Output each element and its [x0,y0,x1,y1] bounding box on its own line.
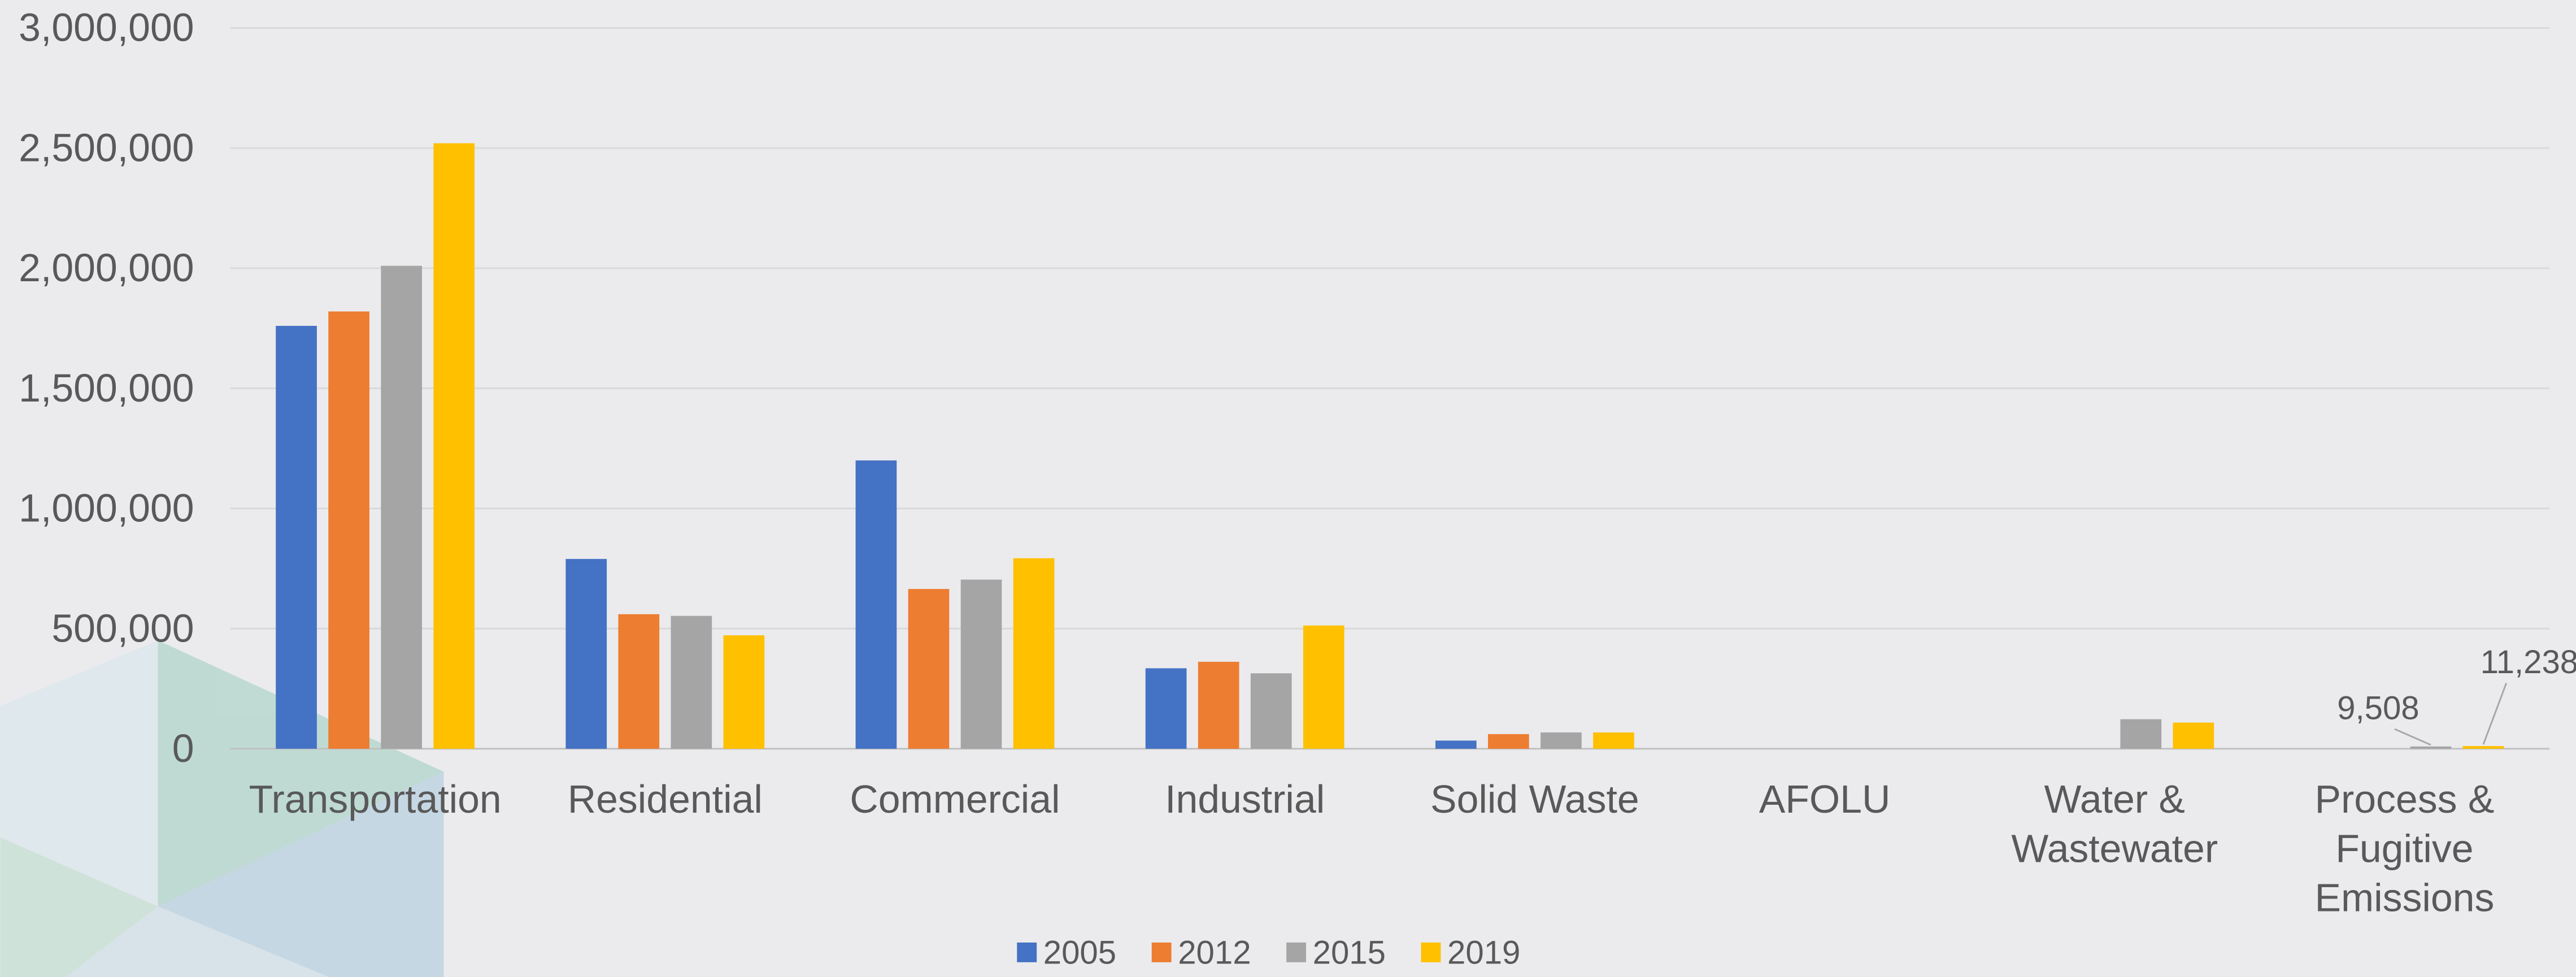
background-decoration [0,640,444,977]
bar [1487,734,1529,749]
data-label: 9,508 [2337,690,2419,727]
bar [276,326,317,749]
y-tick-label: 500,000 [51,606,194,650]
x-tick-label: Industrial [1165,777,1325,821]
x-tick-label: Solid Waste [1430,777,1639,821]
x-tick-label: Water & Wastewater [2011,777,2218,870]
bar [2173,722,2214,749]
legend-swatch [1151,942,1172,962]
bar [908,588,950,749]
bar [1303,625,1344,749]
x-tick-label: Residential [568,777,763,821]
bar [328,311,369,749]
bar [1198,661,1239,749]
bar [1593,732,1634,749]
y-tick-label: 1,500,000 [19,366,194,410]
bar [723,635,765,749]
bar [618,614,660,749]
bar [2462,746,2504,749]
x-tick-label: Transportation [249,777,501,821]
legend-swatch [1017,942,1037,962]
bar [565,559,607,749]
bar [1541,732,1582,749]
leader-line [2482,683,2508,745]
bar [381,265,422,749]
y-tick-label: 0 [172,726,194,770]
bar [960,579,1002,749]
x-tick-label: Process & Fugitive Emissions [2314,777,2494,919]
y-tick-label: 2,000,000 [19,246,194,290]
bar [1250,673,1292,749]
bar [671,616,712,749]
y-tick-label: 2,500,000 [19,125,194,169]
y-tick-label: 1,000,000 [19,486,194,530]
legend-label: 2005 [1043,935,1116,971]
bar [1435,740,1477,749]
data-label: 11,238 [2481,644,2576,681]
bar [2410,746,2452,749]
x-tick-label: Commercial [850,777,1060,821]
y-tick-label: 3,000,000 [19,6,194,50]
legend-swatch [1421,942,1441,962]
x-tick-label: AFOLU [1759,777,1891,821]
bar [1013,558,1055,749]
bar [1145,668,1187,749]
leader-line [2394,728,2431,746]
legend-swatch [1286,942,1306,962]
bar [2120,719,2162,749]
legend-label: 2015 [1313,935,1386,971]
bar [433,143,475,749]
legend-label: 2012 [1178,935,1251,971]
bar [855,460,897,749]
legend-label: 2019 [1447,935,1520,971]
